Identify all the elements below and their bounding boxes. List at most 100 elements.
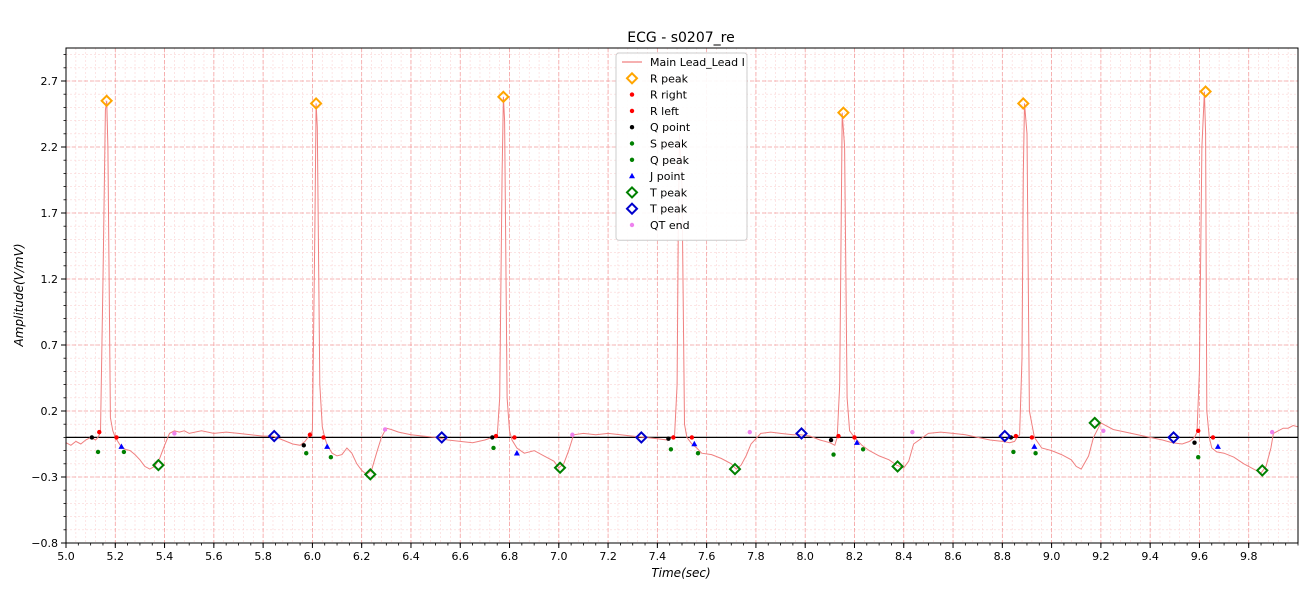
legend-swatch (625, 185, 639, 199)
legend-swatch (625, 202, 639, 216)
marker-point (1088, 416, 1102, 430)
legend: Main Lead_Lead I R peak R right R left Q poi… (615, 52, 748, 241)
marker-point (328, 455, 334, 460)
x-tick-label: 6.0 (304, 550, 322, 563)
x-tick-label: 6.2 (353, 550, 371, 563)
marker-point (853, 439, 860, 445)
marker-point (309, 97, 323, 110)
marker-point (570, 432, 575, 437)
legend-label: J point (649, 170, 685, 183)
legend-label: R left (650, 105, 680, 118)
x-tick-label: 8.8 (994, 550, 1012, 563)
marker-point (747, 429, 752, 435)
y-tick-label: 1.2 (41, 273, 59, 286)
y-tick-label: −0.8 (31, 537, 58, 550)
legend-swatch (629, 92, 635, 97)
legend-label: Q point (650, 121, 691, 134)
marker-point (1016, 97, 1030, 110)
marker-point (828, 437, 834, 443)
legend-label: QT end (650, 219, 690, 232)
marker-point (891, 460, 905, 473)
marker-point (1210, 435, 1216, 440)
marker-point (95, 449, 101, 455)
legend-swatch (629, 172, 635, 179)
chart-title: ECG - s0207_re (627, 30, 734, 46)
marker-point (836, 433, 841, 439)
x-tick-label: 8.2 (846, 550, 864, 563)
y-tick-label: 2.7 (41, 75, 59, 88)
marker-point (795, 427, 808, 440)
legend-label: Q peak (650, 154, 690, 167)
legend-label: T peak (649, 203, 688, 216)
x-tick-label: 5.6 (205, 550, 223, 563)
y-tick-label: 2.2 (41, 141, 59, 154)
x-tick-label: 7.0 (550, 550, 568, 563)
legend-label: R right (650, 89, 688, 102)
marker-point (267, 429, 281, 443)
marker-point (491, 445, 496, 451)
legend-swatch (629, 157, 635, 162)
x-tick-label: 9.8 (1240, 550, 1258, 563)
marker-point (691, 440, 698, 447)
x-tick-label: 7.2 (599, 550, 617, 563)
legend-swatch (629, 125, 635, 130)
y-tick-label: 0.2 (41, 405, 59, 418)
marker-point (1031, 443, 1038, 449)
marker-point (910, 429, 915, 435)
marker-point (1196, 455, 1201, 460)
legend-label: Main Lead_Lead I (650, 56, 745, 69)
marker-point (1255, 463, 1269, 477)
marker-point (151, 458, 165, 472)
marker-point (1033, 451, 1038, 456)
marker-point (493, 433, 499, 439)
marker-point (1011, 449, 1016, 455)
marker-point (382, 427, 388, 432)
x-tick-label: 5.2 (107, 550, 125, 563)
marker-point (1101, 428, 1106, 433)
x-tick-label: 7.8 (747, 550, 765, 563)
x-tick-label: 5.8 (254, 550, 272, 563)
marker-point (121, 449, 127, 455)
x-tick-label: 6.4 (402, 550, 420, 563)
marker-point (831, 452, 836, 457)
minor-grid (65, 48, 1299, 544)
x-tick-label: 9.2 (1092, 550, 1110, 563)
y-tick-label: −0.3 (31, 471, 58, 484)
marker-point (512, 435, 517, 440)
x-axis: 5.0 5.2 5.4 5.6 5.8 6.0 6.2 6.4 6.6 6.8 7.0 7.2 7.4 7… (57, 543, 1299, 563)
marker-point (100, 94, 114, 108)
legend-label: R peak (650, 72, 689, 85)
marker-point (668, 447, 674, 452)
legend-swatch (625, 71, 639, 85)
marker-point (304, 451, 309, 456)
y-tick-label: 0.7 (41, 339, 59, 352)
legend-box (615, 52, 748, 241)
marker-point (1214, 443, 1221, 449)
marker-point (998, 429, 1012, 443)
legend-swatch (629, 108, 635, 114)
marker-point (114, 435, 119, 440)
marker-point (689, 435, 695, 440)
marker-point (852, 435, 857, 440)
marker-point (1269, 429, 1275, 435)
marker-point (435, 430, 449, 444)
marker-point (1029, 435, 1035, 440)
marker-point (728, 462, 742, 476)
marker-point (307, 432, 313, 437)
marker-point (1013, 433, 1019, 439)
marker-point (496, 90, 510, 104)
marker-point (490, 435, 495, 440)
y-axis: −0.8 −0.3 0.2 0.7 1.2 1.7 2.2 2.7 (31, 54, 66, 550)
x-tick-label: 7.4 (649, 550, 667, 563)
x-tick-label: 8.6 (944, 550, 962, 563)
x-tick-label: 6.8 (501, 550, 519, 563)
x-tick-label: 9.4 (1141, 550, 1159, 563)
major-grid (65, 48, 1298, 544)
marker-point (97, 429, 102, 435)
x-tick-label: 8.0 (796, 550, 814, 563)
x-tick-label: 5.0 (57, 550, 75, 563)
legend-swatch (629, 222, 635, 228)
marker-point (1196, 428, 1201, 433)
x-tick-label: 8.4 (895, 550, 913, 563)
